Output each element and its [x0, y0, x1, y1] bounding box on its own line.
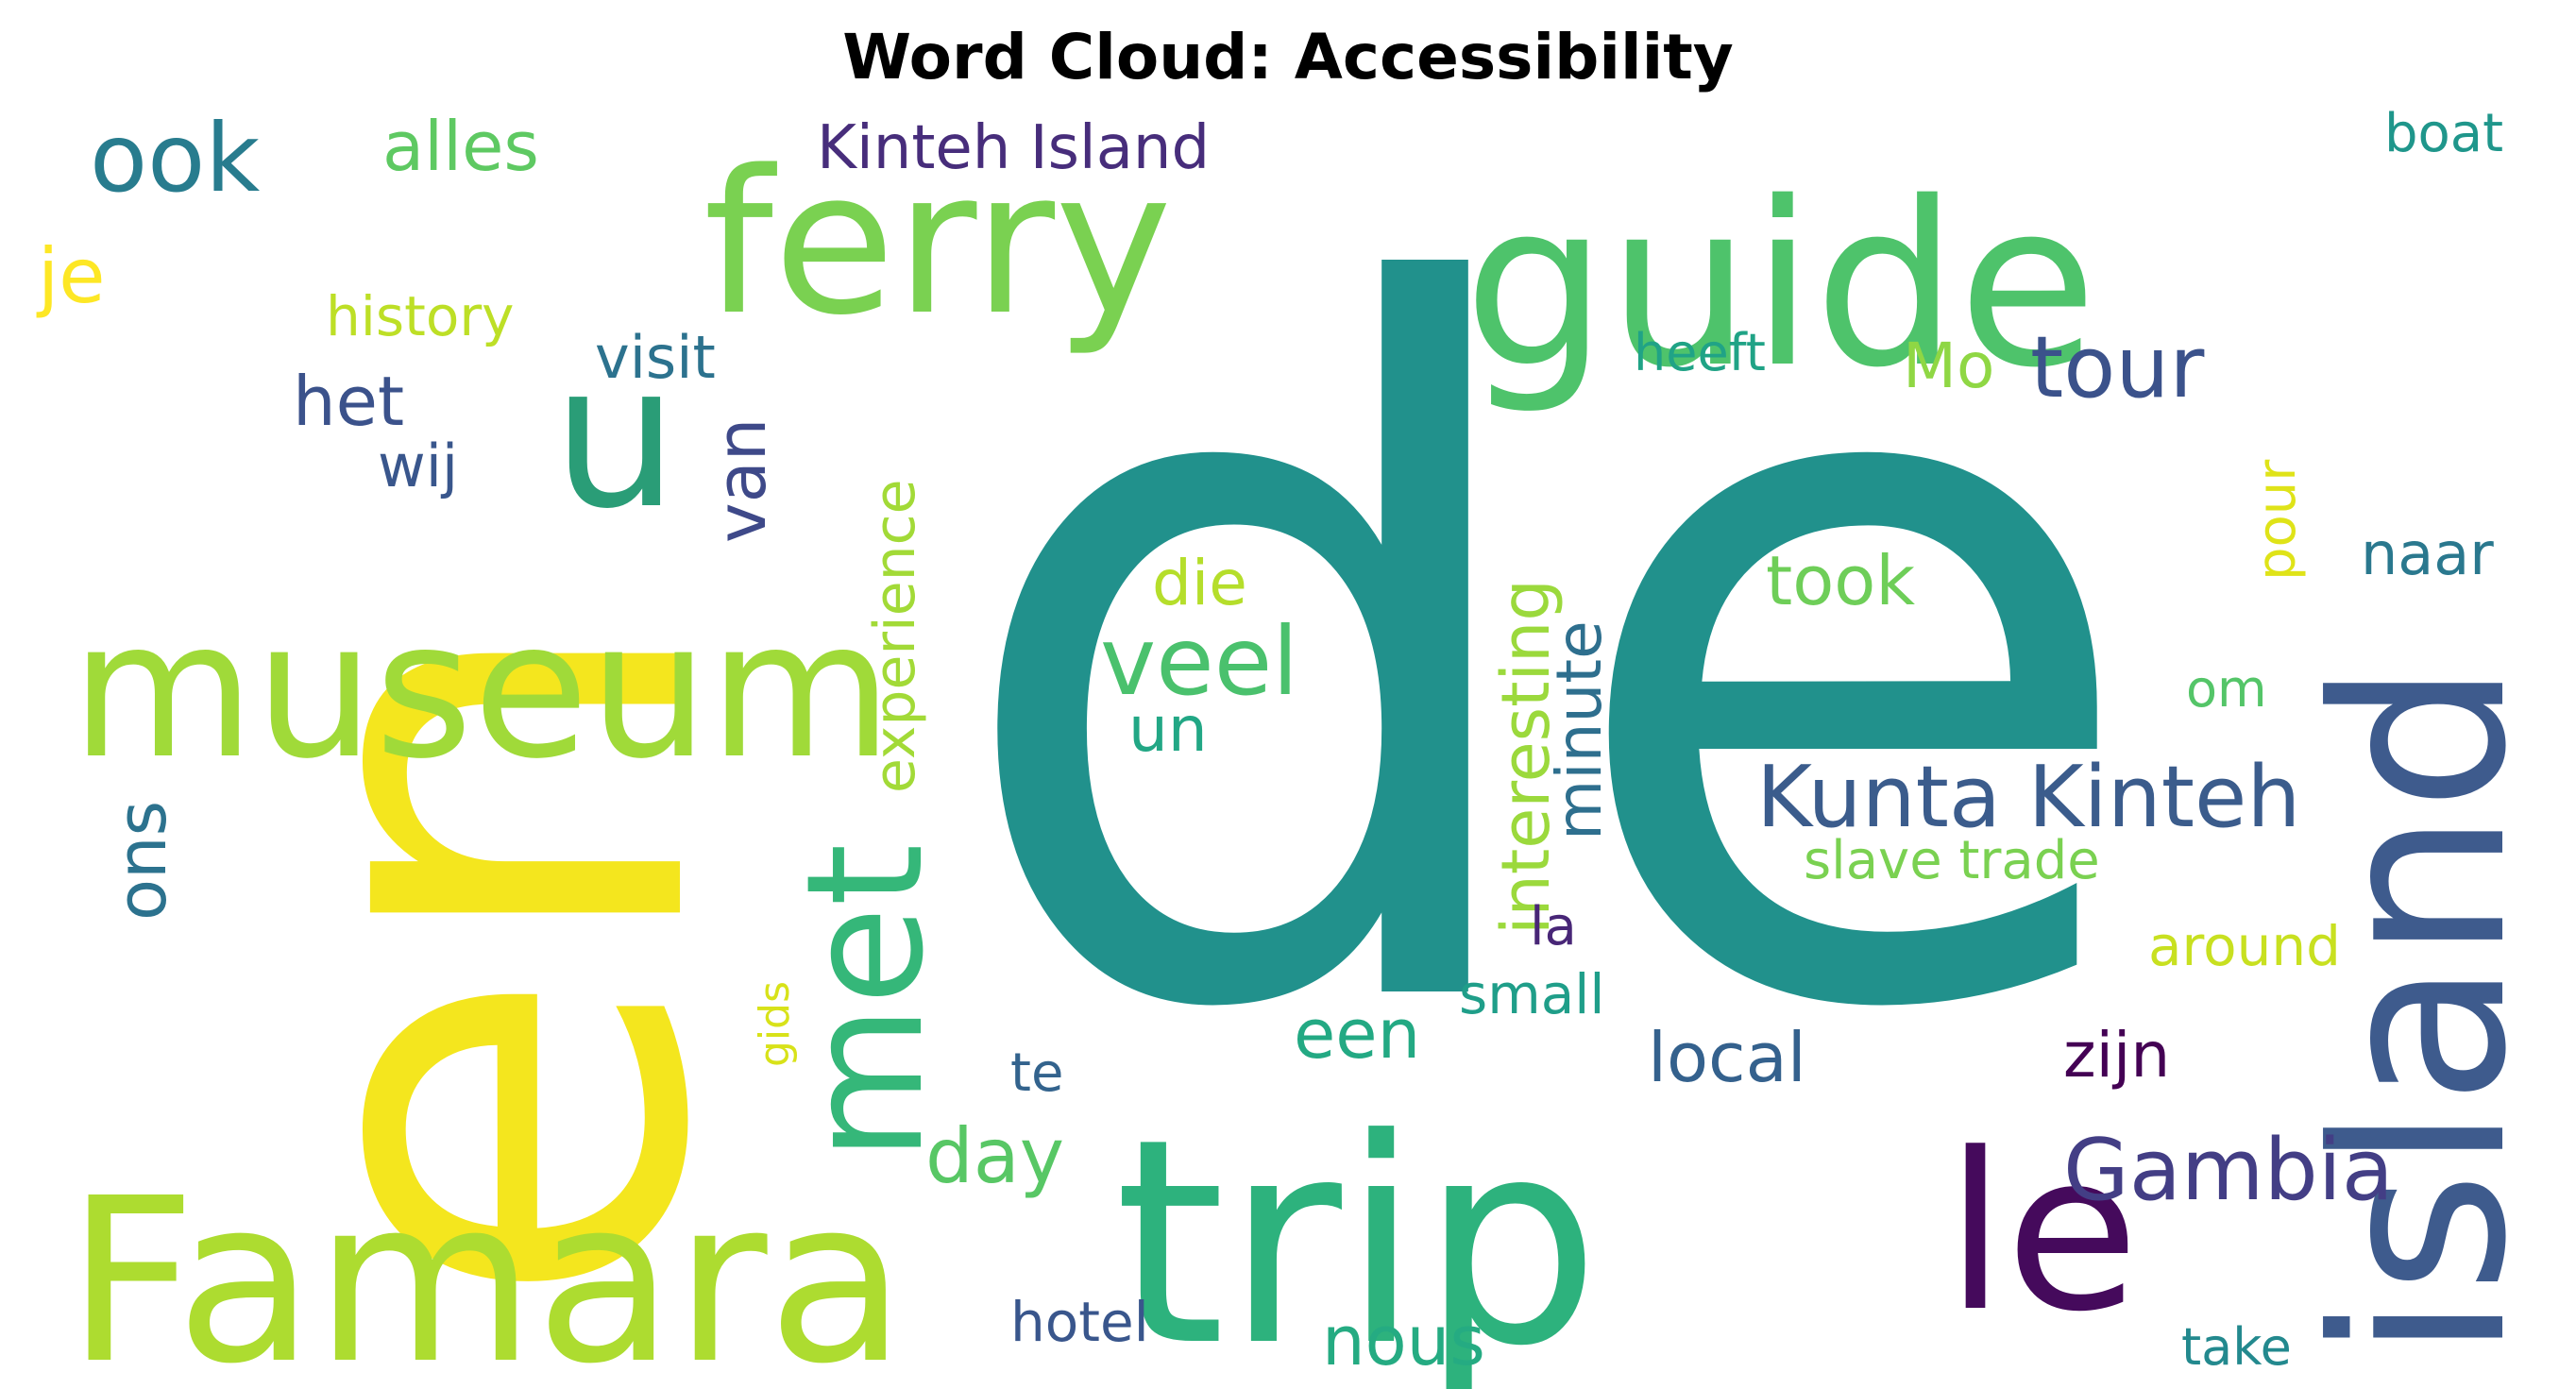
word-la: la — [1530, 896, 1577, 957]
word-gambia: Gambia — [2063, 1121, 2394, 1220]
word-small: small — [1459, 962, 1605, 1026]
word-famara: Famara — [66, 1149, 907, 1389]
word-die: die — [1152, 547, 1247, 619]
word-te: te — [1010, 1042, 1063, 1104]
word-history: history — [326, 284, 515, 348]
word-minute: minute — [1543, 620, 1616, 840]
word-en: en — [154, 605, 814, 1313]
word-trip: trip — [1114, 1078, 1601, 1389]
word-boat: boat — [2384, 103, 2503, 164]
word-kunta-kinteh: Kunta Kinteh — [1756, 748, 2300, 847]
word-het: het — [293, 362, 404, 441]
word-om: om — [2186, 659, 2267, 719]
word-un: un — [1128, 693, 1208, 766]
word-around: around — [2148, 914, 2341, 978]
word-een: een — [1294, 994, 1420, 1074]
word-local: local — [1648, 1018, 1806, 1097]
word-tour: tour — [2030, 318, 2204, 417]
word-take: take — [2181, 1317, 2292, 1377]
word-ons: ons — [102, 801, 181, 921]
word-took: took — [1766, 541, 1915, 620]
word-le: le — [1945, 1108, 2139, 1360]
word-naar: naar — [2361, 519, 2494, 588]
word-mo: Mo — [1903, 330, 1994, 402]
word-heeft: heeft — [1634, 323, 1766, 382]
word-de: de — [944, 97, 2148, 1219]
word-hotel: hotel — [1010, 1290, 1149, 1354]
word-visit: visit — [595, 323, 716, 392]
word-gids: gids — [751, 981, 799, 1067]
word-experience: experience — [862, 479, 928, 793]
word-guide: guide — [1464, 153, 2097, 417]
word-interesting: interesting — [1487, 579, 1565, 935]
word-wij: wij — [378, 432, 458, 500]
word-je: je — [36, 232, 105, 320]
chart-title: Word Cloud: Accessibility — [842, 21, 1734, 93]
word-u: u — [552, 321, 678, 552]
word-veel: veel — [1100, 606, 1298, 717]
word-kinteh-island: Kinteh Island — [817, 113, 1210, 183]
word-ook: ook — [90, 103, 260, 213]
word-museum: museum — [71, 581, 892, 801]
word-nous: nous — [1322, 1301, 1485, 1381]
word-van: van — [702, 418, 781, 543]
word-pour: pour — [2246, 459, 2308, 581]
word-met: met — [772, 843, 959, 1161]
word-day: day — [925, 1112, 1064, 1200]
word-zijn: zijn — [2063, 1019, 2170, 1092]
word-slave-trade: slave trade — [1804, 830, 2100, 891]
word-island: island — [2283, 661, 2558, 1360]
word-ferry: ferry — [703, 127, 1172, 359]
word-alles: alles — [382, 107, 539, 186]
